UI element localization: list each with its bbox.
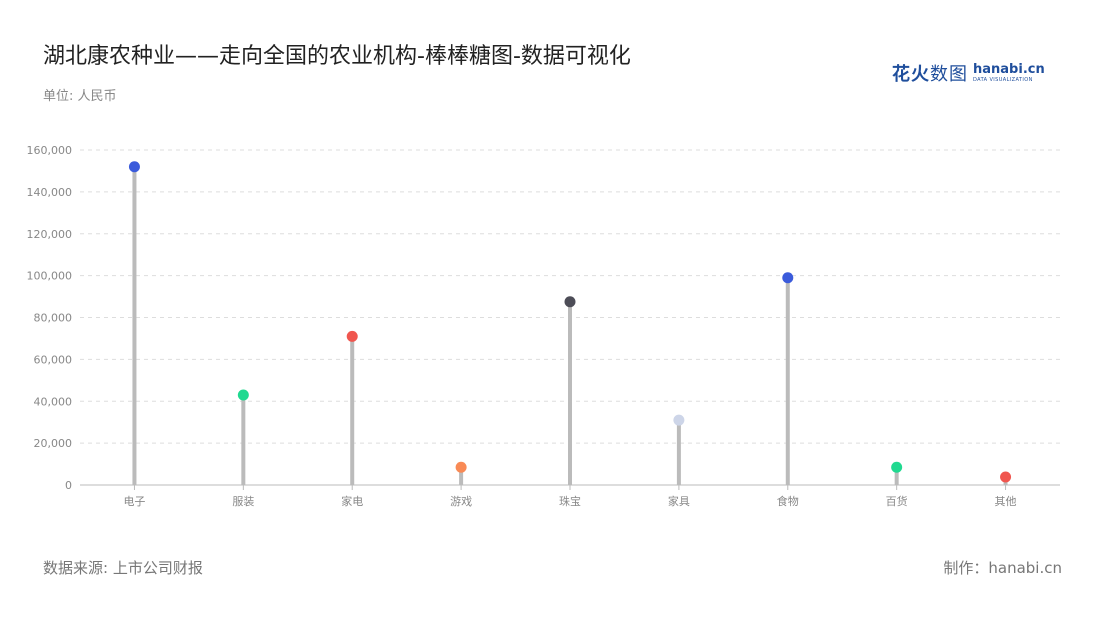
brand-logo: 花火数图 hanabi.cn DATA VISUALIZATION xyxy=(892,60,1045,86)
x-category-label: 服装 xyxy=(232,495,254,508)
lollipop-dot[interactable] xyxy=(564,296,576,308)
x-category-label: 游戏 xyxy=(450,495,472,508)
lollipop-dot[interactable] xyxy=(237,389,249,401)
stem-layer xyxy=(132,166,1008,485)
label-layer: 电子 服装 家电 游戏 珠宝 家具 食物 百货 其他 xyxy=(123,494,1016,508)
unit-label: 单位: 人民币 xyxy=(43,89,117,104)
lollipop-dot[interactable] xyxy=(1000,471,1012,483)
x-category-label: 食物 xyxy=(777,494,799,508)
y-tick-label: 0 xyxy=(65,479,72,492)
y-tick-label: 80,000 xyxy=(34,312,73,325)
logo-subtitle: DATA VISUALIZATION xyxy=(973,77,1033,83)
logo-en: hanabi.cn xyxy=(973,62,1045,77)
dot-layer xyxy=(128,161,1012,483)
logo-cn-light: 数图 xyxy=(930,64,968,85)
x-category-label: 珠宝 xyxy=(559,494,581,508)
lollipop-dot[interactable] xyxy=(673,414,685,426)
maker-credit: 制作：hanabi.cn xyxy=(943,559,1062,577)
y-tick-label: 40,000 xyxy=(34,395,73,408)
y-tick-label: 60,000 xyxy=(34,353,73,366)
y-tick-label: 120,000 xyxy=(27,228,73,241)
x-category-label: 家电 xyxy=(341,494,363,508)
y-tick-label: 20,000 xyxy=(34,437,73,450)
y-tick-label: 100,000 xyxy=(27,270,73,283)
logo-cn-bold: 花火 xyxy=(892,64,930,85)
x-category-label: 电子 xyxy=(123,495,145,508)
lollipop-dot[interactable] xyxy=(891,461,903,473)
lollipop-dot[interactable] xyxy=(128,161,140,173)
lollipop-dot[interactable] xyxy=(346,330,358,342)
chart-title: 湖北康农种业——走向全国的农业机构-棒棒糖图-数据可视化 xyxy=(43,44,631,69)
logo-en-group: hanabi.cn DATA VISUALIZATION xyxy=(973,63,1045,83)
x-category-label: 家具 xyxy=(668,494,690,508)
x-category-label: 百货 xyxy=(886,494,908,508)
x-category-label: 其他 xyxy=(995,495,1017,508)
y-tick-label: 140,000 xyxy=(27,186,73,199)
y-tick-label: 160,000 xyxy=(27,144,73,157)
lollipop-dot[interactable] xyxy=(455,461,467,473)
logo-cn: 花火数图 xyxy=(892,60,968,86)
data-source: 数据来源: 上市公司财报 xyxy=(43,559,203,577)
lollipop-dot[interactable] xyxy=(782,272,794,284)
